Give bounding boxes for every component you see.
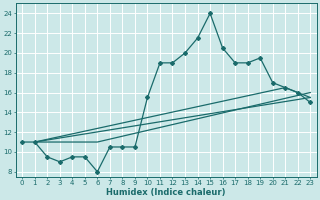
X-axis label: Humidex (Indice chaleur): Humidex (Indice chaleur) xyxy=(107,188,226,197)
